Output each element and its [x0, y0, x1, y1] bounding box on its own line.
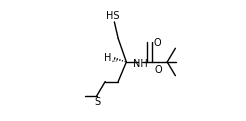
Text: NH: NH: [133, 59, 148, 69]
Text: O: O: [153, 38, 161, 48]
Text: H: H: [104, 53, 111, 63]
Text: HS: HS: [106, 11, 119, 21]
Text: ,,,: ,,,: [112, 56, 119, 62]
Text: O: O: [155, 65, 162, 75]
Text: S: S: [94, 97, 100, 107]
